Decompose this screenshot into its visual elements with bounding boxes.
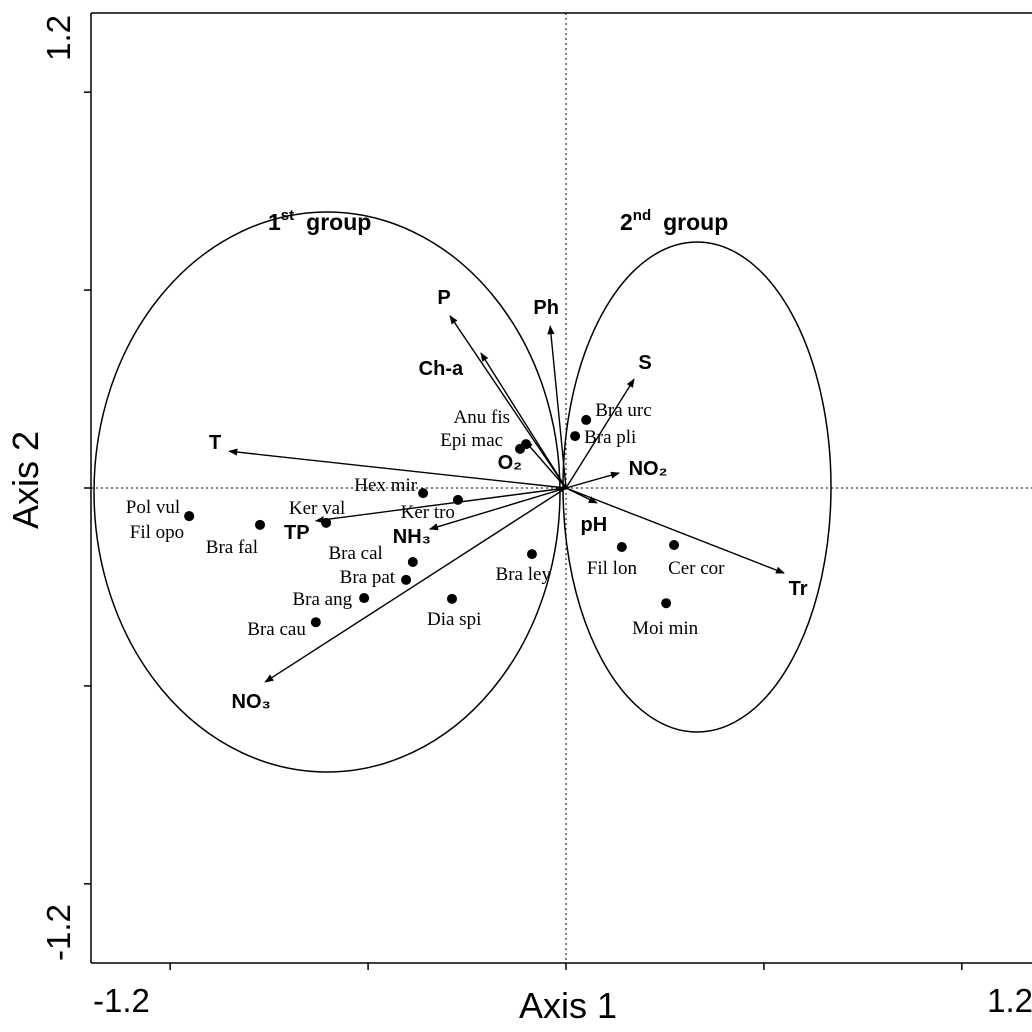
species-point [447, 593, 457, 604]
variable-label: O₂ [498, 452, 522, 474]
variable-arrow [480, 352, 567, 489]
species-label: Cer cor [668, 558, 725, 579]
variable-label: TP [284, 522, 310, 544]
variable-label: NH₃ [393, 526, 431, 548]
species-label: Bra cal [328, 543, 382, 564]
group-ellipse [562, 241, 832, 733]
species-label: Bra ley [496, 564, 552, 585]
species-label: Bra pat [340, 567, 396, 588]
variable-arrow [428, 487, 567, 531]
variable-label: Tr [789, 578, 808, 600]
variable-arrow [524, 440, 567, 489]
group-word: group [663, 209, 728, 235]
variable-arrow [565, 487, 785, 574]
variable-arrow [264, 487, 567, 683]
species-point [184, 511, 195, 522]
species-label: Ker tro [401, 502, 455, 523]
species-label: Bra cau [247, 619, 306, 640]
species-label: Ker val [289, 498, 345, 519]
variable-label: P [437, 287, 450, 309]
variable-label: pH [581, 514, 608, 536]
species-point [255, 519, 266, 530]
species-point [661, 598, 672, 609]
variable-arrow [228, 448, 567, 489]
variable-arrow [449, 315, 567, 489]
group-ellipse [93, 211, 561, 773]
species-point [570, 431, 581, 442]
y-tick-label: -1.2 [40, 904, 77, 961]
species-label: Hex mir [354, 475, 417, 496]
species-label: Dia spi [427, 609, 481, 630]
species-point [401, 574, 412, 585]
species-point [669, 540, 680, 550]
species-point [526, 549, 537, 560]
species-label: Epi mac [440, 430, 503, 451]
group-suffix: st [281, 207, 294, 224]
group-suffix: nd [633, 207, 651, 224]
variable-arrow [565, 471, 620, 489]
species-point [616, 541, 627, 552]
group-number: 1 [268, 209, 281, 235]
species-label: Moi min [632, 618, 698, 639]
variable-label: NO₃ [232, 691, 271, 713]
species-point [452, 494, 463, 505]
species-label: Bra ang [293, 589, 353, 610]
species-point [407, 557, 418, 568]
species-point [310, 617, 321, 628]
species-label: Anu fis [454, 407, 510, 428]
variable-label: Ch-a [419, 358, 464, 380]
species-label: Pol vul [126, 497, 180, 518]
species-label: Bra fal [206, 537, 258, 558]
y-axis-title: Axis 2 [5, 431, 46, 529]
group-word: group [306, 209, 371, 235]
variable-label: S [638, 352, 651, 374]
species-label: Fil opo [130, 522, 184, 543]
group-label: 2nd group [620, 207, 728, 235]
y-tick-label: 1.2 [40, 15, 77, 61]
x-axis-title: Axis 1 [519, 985, 617, 1026]
variable-label: T [209, 432, 221, 454]
variable-arrow [547, 325, 567, 489]
species-label: Bra urc [595, 400, 651, 421]
variable-arrow [314, 487, 567, 524]
group-label: 1st group [268, 207, 371, 235]
variable-label: Ph [533, 297, 559, 319]
frame [84, 12, 1032, 970]
variable-label: NO₂ [629, 458, 668, 480]
species-point [515, 443, 526, 454]
species-label: Fil lon [587, 558, 638, 579]
species-point [359, 593, 370, 604]
species-point [321, 517, 332, 528]
x-tick-label: -1.2 [93, 982, 150, 1019]
species-label: Bra pli [584, 427, 636, 448]
species-point [418, 488, 429, 499]
x-tick-label: 1.2 [987, 982, 1032, 1019]
group-number: 2 [620, 209, 633, 235]
variable-arrow [565, 378, 635, 489]
species-point [581, 414, 592, 425]
